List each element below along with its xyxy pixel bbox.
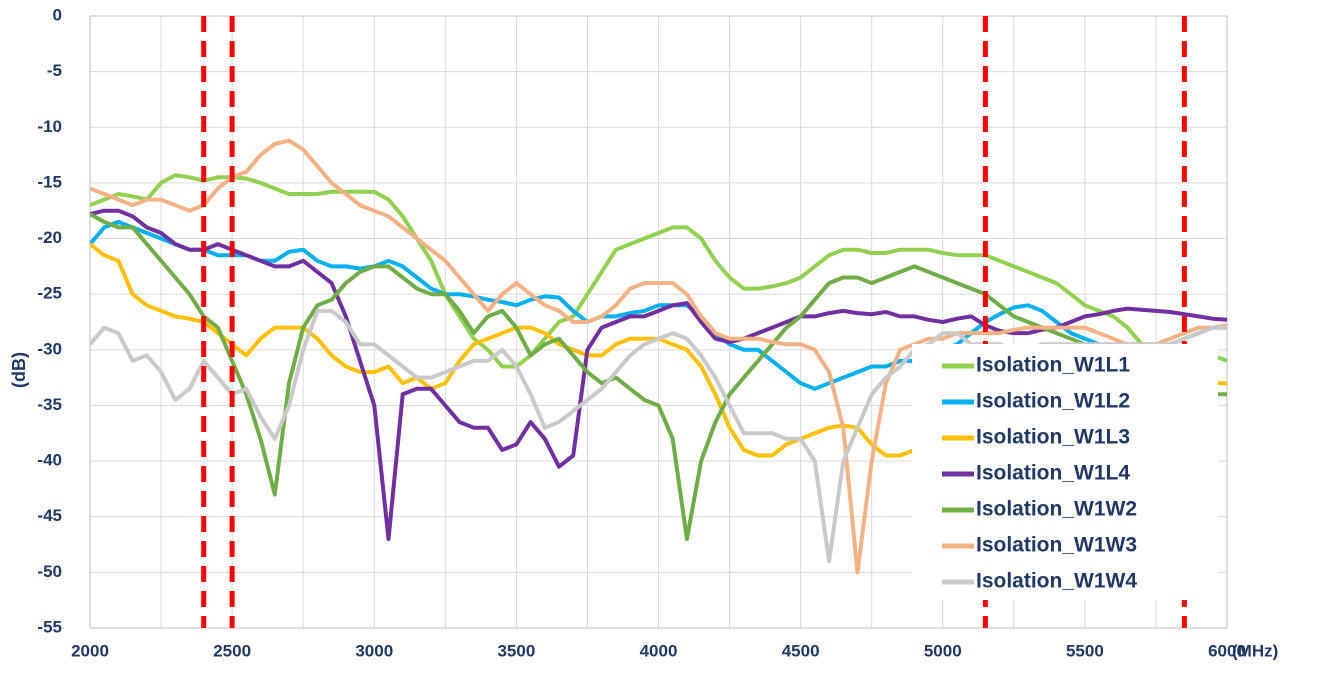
x-tick-label: 4500 (782, 641, 820, 660)
x-axis-label: (MHz) (1232, 641, 1278, 660)
x-tick-label: 5500 (1066, 641, 1104, 660)
legend-label: Isolation_W1L2 (976, 390, 1130, 413)
y-axis-label: (dB) (9, 352, 29, 388)
y-tick-label: -55 (37, 617, 62, 636)
y-tick-label: -20 (37, 228, 62, 247)
y-tick-label: -50 (37, 562, 62, 581)
legend-label: Isolation_W1L4 (976, 462, 1130, 485)
legend-label: Isolation_W1L1 (976, 354, 1130, 377)
y-tick-label: -35 (37, 395, 62, 414)
y-tick-label: -30 (37, 339, 62, 358)
series-line (90, 208, 1227, 541)
legend-label: Isolation_W1L3 (976, 426, 1130, 449)
y-tick-label: -15 (37, 172, 62, 191)
x-tick-label: 3000 (355, 641, 393, 660)
x-tick-label: 4000 (640, 641, 678, 660)
y-tick-label: -5 (47, 61, 62, 80)
legend-label: Isolation_W1W3 (976, 534, 1137, 557)
x-tick-label: 6000 (1208, 641, 1246, 660)
series-line (90, 138, 1227, 575)
plot-border (89, 15, 1228, 629)
series-line (90, 173, 1227, 369)
x-tick-label: 3500 (497, 641, 535, 660)
y-tick-label: -40 (37, 451, 62, 470)
y-tick-label: 0 (53, 5, 62, 24)
series-line (90, 219, 1227, 391)
y-tick-label: -45 (37, 506, 62, 525)
y-tick-label: -25 (37, 284, 62, 303)
x-tick-label: 2500 (213, 641, 251, 660)
legend-label: Isolation_W1W4 (976, 570, 1137, 593)
x-tick-label: 2000 (71, 641, 109, 660)
x-tick-label: 5000 (924, 641, 962, 660)
legend-label: Isolation_W1W2 (976, 498, 1137, 521)
y-tick-label: -10 (37, 117, 62, 136)
